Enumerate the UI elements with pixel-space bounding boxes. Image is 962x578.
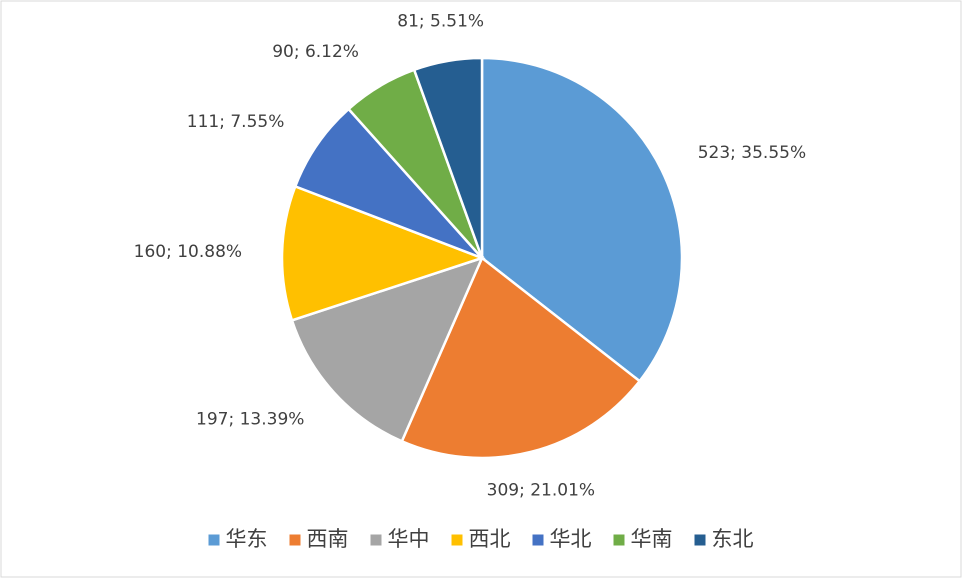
legend-swatch <box>370 534 382 546</box>
legend-label: 华中 <box>388 527 430 551</box>
data-label: 523; 35.55% <box>698 143 806 163</box>
data-label: 111; 7.55% <box>187 112 285 132</box>
legend-swatch <box>613 534 625 546</box>
data-label: 90; 6.12% <box>272 42 359 62</box>
legend-item: 西南 <box>289 527 349 551</box>
legend-item: 华东 <box>208 527 268 551</box>
pie-slice <box>480 56 684 383</box>
legend-label: 华东 <box>226 527 268 551</box>
legend-label: 华南 <box>631 527 673 551</box>
legend-swatch <box>289 534 301 546</box>
legend-swatch <box>532 534 544 546</box>
legend-swatch <box>694 534 706 546</box>
legend-item: 西北 <box>451 527 511 551</box>
legend: 华东 西南 华中 西北 华北 华南 东北 <box>208 527 754 551</box>
legend-label: 西南 <box>307 527 349 551</box>
legend-item: 东北 <box>694 527 754 551</box>
data-label: 160; 10.88% <box>134 242 242 262</box>
pie-slice <box>293 107 483 260</box>
pie-slice <box>280 184 486 322</box>
legend-label: 西北 <box>469 527 511 551</box>
pie-slice <box>290 255 485 443</box>
legend-label: 华北 <box>550 527 592 551</box>
legend-item: 华北 <box>532 527 592 551</box>
legend-swatch <box>451 534 463 546</box>
data-label: 81; 5.51% <box>397 12 484 32</box>
legend-item: 华南 <box>613 527 673 551</box>
legend-item: 华中 <box>370 527 430 551</box>
legend-swatch <box>208 534 220 546</box>
pie-slice <box>412 56 484 259</box>
legend-label: 东北 <box>712 527 754 551</box>
pie: 523; 35.55% 309; 21.01% 197; 13.39% 160; 10… <box>134 12 806 501</box>
data-label: 309; 21.01% <box>487 481 595 501</box>
data-label: 197; 13.39% <box>196 409 304 429</box>
